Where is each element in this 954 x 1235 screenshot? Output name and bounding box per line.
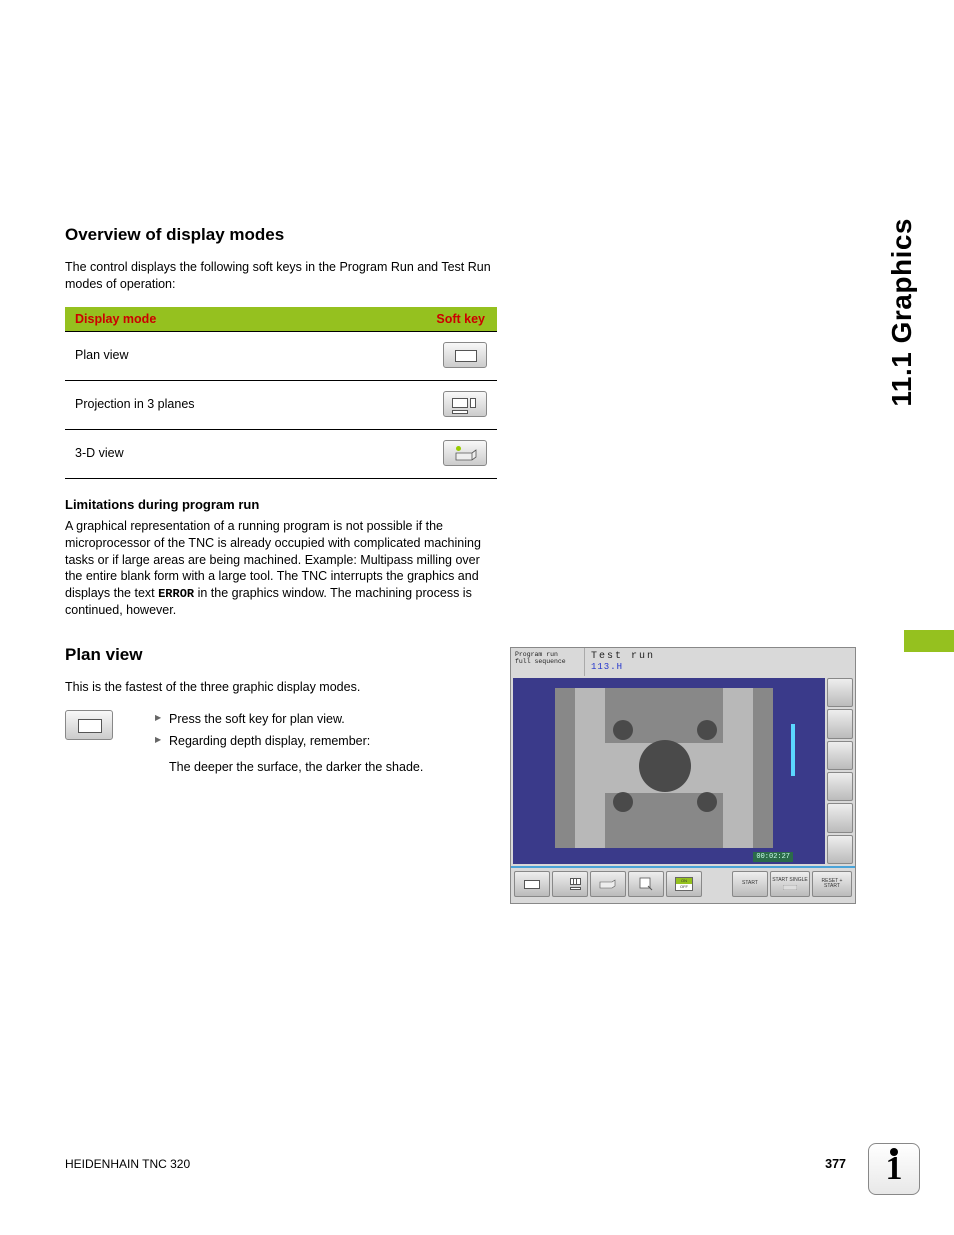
ss-softkey-3d-icon[interactable]: [590, 871, 626, 897]
footer-product: HEIDENHAIN TNC 320: [65, 1157, 190, 1171]
plan-view-instructions: Press the soft key for plan view. Regard…: [65, 710, 497, 776]
heading-limitations: Limitations during program run: [65, 497, 497, 512]
info-icon: 1: [868, 1143, 920, 1195]
mode-label: Projection in 3 planes: [65, 380, 352, 429]
plan-view-screenshot: Program run full sequence Test run 113.H…: [510, 647, 856, 904]
3d-view-softkey-icon: [443, 440, 487, 466]
ss-softkey-3planes-icon[interactable]: [552, 871, 588, 897]
table-row: Plan view: [65, 331, 497, 380]
ss-scrollbar: [791, 724, 795, 776]
ss-side-button[interactable]: [827, 835, 853, 864]
ss-side-button[interactable]: [827, 803, 853, 832]
table-row: 3-D view: [65, 429, 497, 478]
ss-workpiece: [555, 688, 773, 848]
ss-right-buttons: [825, 676, 855, 866]
bullet-sub: The deeper the surface, the darker the s…: [155, 758, 497, 776]
ss-softkey-start[interactable]: START: [732, 871, 768, 897]
ss-graphics-canvas: 00:02:27: [513, 678, 825, 864]
ss-mode-label: Program run full sequence: [511, 648, 585, 676]
bullet-item: Regarding depth display, remember:: [155, 732, 497, 750]
ss-softkey-toggle[interactable]: ON OFF: [666, 871, 702, 897]
ss-softkey-start-single[interactable]: START SINGLE: [770, 871, 810, 897]
ss-side-button[interactable]: [827, 741, 853, 770]
projection-3planes-softkey-icon: [443, 391, 487, 417]
ss-side-button[interactable]: [827, 772, 853, 801]
display-modes-table: Display mode Soft key Plan view Projecti…: [65, 307, 497, 479]
ss-filename: 113.H: [591, 662, 849, 672]
main-content: Overview of display modes The control di…: [65, 225, 497, 783]
heading-plan-view: Plan view: [65, 645, 497, 665]
section-side-header: 11.1 Graphics: [886, 218, 918, 407]
ss-time: 00:02:27: [753, 852, 793, 862]
col-display-mode: Display mode: [65, 307, 352, 332]
ss-side-button[interactable]: [827, 678, 853, 707]
ss-title: Test run 113.H: [585, 648, 855, 676]
ss-side-button[interactable]: [827, 709, 853, 738]
table-row: Projection in 3 planes: [65, 380, 497, 429]
bullet-item: Press the soft key for plan view.: [155, 710, 497, 728]
footer-page-number: 377: [825, 1157, 846, 1171]
overview-intro: The control displays the following soft …: [65, 259, 497, 293]
plan-view-softkey-icon: [65, 710, 113, 740]
col-soft-key: Soft key: [352, 307, 497, 332]
ss-softkey-magnify-icon[interactable]: [628, 871, 664, 897]
error-token: ERROR: [158, 587, 194, 601]
plan-view-intro: This is the fastest of the three graphic…: [65, 679, 497, 696]
mode-label: Plan view: [65, 331, 352, 380]
ss-softkey-plan-icon[interactable]: [514, 871, 550, 897]
ss-softkey-reset-start[interactable]: RESET + START: [812, 871, 852, 897]
side-tab-marker: [904, 630, 954, 652]
limitations-text: A graphical representation of a running …: [65, 518, 497, 620]
mode-label: 3-D view: [65, 429, 352, 478]
plan-view-softkey-icon: [443, 342, 487, 368]
heading-overview: Overview of display modes: [65, 225, 497, 245]
